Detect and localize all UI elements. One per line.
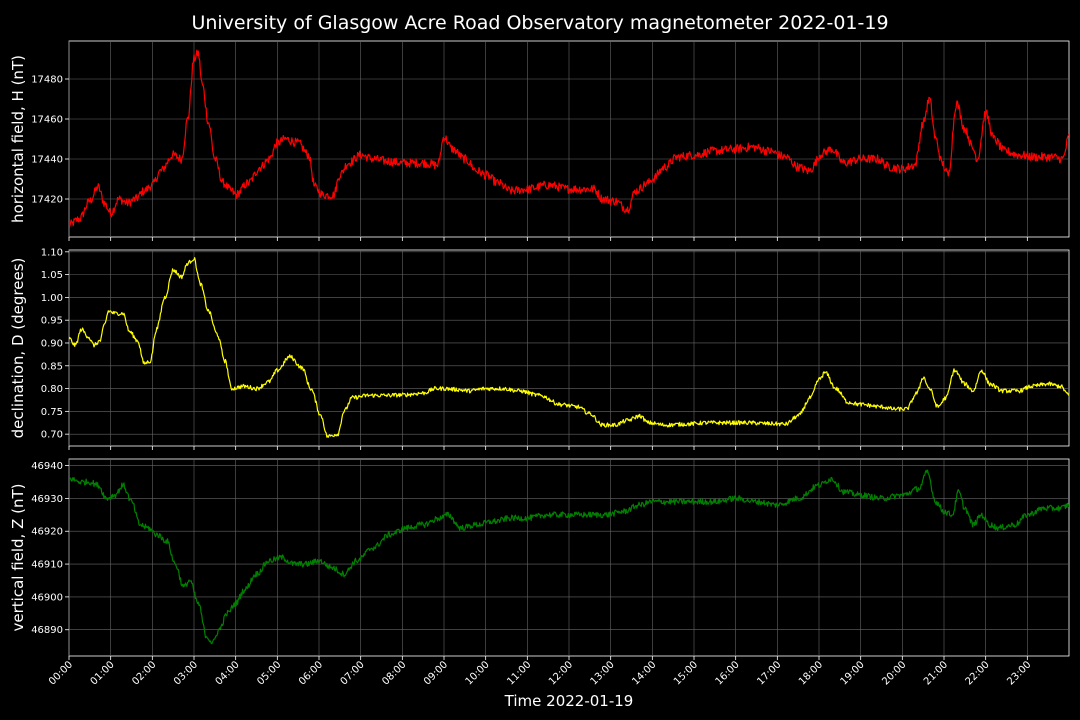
y-tick-label: 1.05 [41,270,63,281]
x-tick-label: 13:00 [589,659,617,687]
x-tick-label: 12:00 [547,659,575,687]
series-line-vertical [69,469,1069,645]
y-axis-label-vertical: vertical field, Z (nT) [9,483,27,631]
x-tick-label: 02:00 [130,659,158,687]
y-tick-label: 46920 [31,527,63,538]
y-tick-label: 46900 [31,592,63,603]
y-tick-label: 1.10 [41,247,63,258]
x-tick-label: 22:00 [964,659,992,687]
y-tick-label: 0.85 [41,361,63,372]
x-tick-label: 19:00 [839,659,867,687]
y-tick-label: 46940 [31,461,63,472]
x-tick-label: 00:00 [47,659,75,687]
x-tick-label: 20:00 [880,659,908,687]
x-tick-label: 14:00 [630,659,658,687]
series-line-horizontal [69,49,1069,228]
panel-declination: 0.70 0.75 0.80 0.85 0.90 0.95 1.00 1.05 1.10 decl… [9,247,1070,450]
panel-horizontal: 17420 17440 17460 17480 horizontal field, H … [9,40,1070,241]
x-tick-label: 06:00 [297,659,325,687]
y-tick-label: 17420 [31,195,63,206]
y-axis-label-declination: declination, D (degrees) [9,258,27,439]
x-tick-label: 16:00 [714,659,742,687]
x-tick-label: 17:00 [755,659,783,687]
x-tick-label: 11:00 [505,659,533,687]
y-tick-label: 46890 [31,625,63,636]
y-tick-label: 17480 [31,75,63,86]
y-tick-label: 0.75 [41,407,63,418]
panels: 17420 17440 17460 17480 horizontal field, H … [9,40,1070,688]
x-tick-label: 01:00 [89,659,117,687]
x-tick-label: 18:00 [797,659,825,687]
y-tick-label: 46910 [31,560,63,571]
y-tick-label: 17440 [31,155,63,166]
y-tick-label: 46930 [31,494,63,505]
x-tick-label: 10:00 [464,659,492,687]
series-line-declination [69,257,1069,438]
y-tick-label: 1.00 [41,293,63,304]
y-tick-label: 0.90 [41,338,63,349]
y-axis-label-horizontal: horizontal field, H (nT) [9,55,27,223]
y-tick-label: 0.80 [41,384,63,395]
panel-vertical: 46890 46900 46910 46920 46930 46940 vertical f… [9,458,1070,660]
x-tick-label: 08:00 [380,659,408,687]
x-tick-label: 05:00 [255,659,283,687]
x-axis-label: Time 2022-01-19 [504,692,634,710]
y-tick-label: 0.70 [41,430,63,441]
x-tick-label: 15:00 [672,659,700,687]
x-tick-label: 04:00 [214,659,242,687]
x-tick-label: 03:00 [172,659,200,687]
y-tick-label: 17460 [31,115,63,126]
chart-title: University of Glasgow Acre Road Observat… [191,12,888,34]
x-tick-label: 07:00 [339,659,367,687]
y-tick-label: 0.95 [41,316,63,327]
x-tick-label: 23:00 [1005,659,1033,687]
x-tick-label: 21:00 [922,659,950,687]
x-tick-label: 09:00 [422,659,450,687]
